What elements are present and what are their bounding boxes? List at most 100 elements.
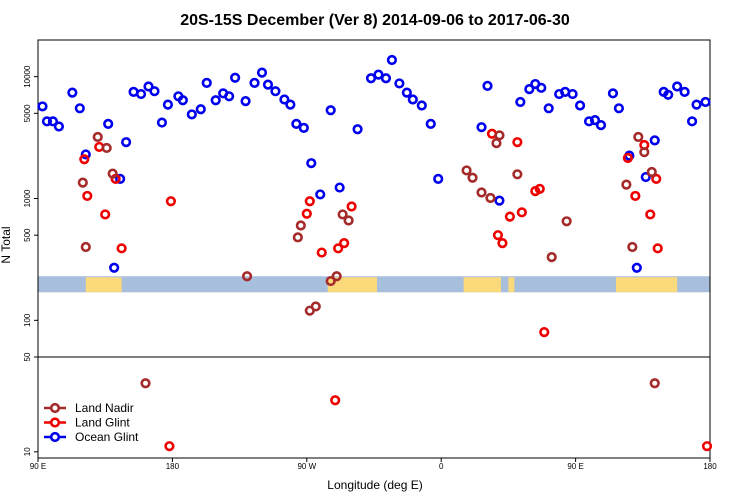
ocean-glint-point	[285, 99, 296, 110]
land-glint-point	[333, 243, 344, 254]
ocean-glint-point	[476, 122, 487, 133]
ocean-glint-point	[156, 117, 168, 128]
ocean-glint-point	[433, 173, 444, 184]
ocean-glint-point	[607, 88, 619, 99]
land-glint-point	[534, 183, 545, 194]
land-glint-point	[622, 152, 633, 164]
ocean-glint-point	[67, 87, 78, 98]
ocean-glint-point	[315, 189, 326, 200]
ocean-glint-point	[279, 94, 290, 105]
land-nadir-point	[561, 216, 572, 227]
land-nadir-point	[343, 215, 354, 226]
y-tick-label: 50	[23, 352, 32, 361]
ocean-glint-point	[177, 95, 188, 106]
y-axis-label: N Total	[0, 226, 13, 263]
land-nadir-point	[491, 137, 502, 149]
land-glint-point	[100, 209, 111, 220]
ocean-glint-point	[536, 82, 547, 93]
data-points	[37, 54, 713, 452]
land-nadir-point	[649, 378, 660, 389]
ocean-glint-point	[515, 96, 526, 108]
ocean-glint-point	[249, 77, 260, 88]
ocean-glint-point	[298, 122, 309, 133]
ocean-glint-point	[306, 158, 317, 169]
land-nadir-point	[485, 192, 496, 204]
land-nadir-point	[77, 177, 88, 188]
ocean-glint-point	[494, 195, 505, 206]
ocean-glint-point	[595, 120, 607, 131]
ocean-glint-point	[373, 69, 384, 80]
land-glint-point	[492, 230, 504, 241]
ocean-glint-point	[425, 118, 436, 129]
land-nadir-point	[627, 241, 638, 253]
land-glint-point	[516, 207, 527, 218]
land-nadir-point	[621, 179, 632, 190]
y-tick-label: 5000	[23, 104, 32, 122]
land-nadir-point	[331, 271, 342, 282]
land-nadir-point	[546, 252, 557, 263]
land-nadir-point	[295, 220, 306, 231]
ocean-glint-point	[574, 100, 586, 111]
land-glint-point	[164, 441, 175, 452]
land-nadir-point	[107, 168, 118, 179]
land-nadir-point	[92, 131, 103, 143]
land-glint-point	[116, 243, 127, 254]
legend-marker-land-glint	[49, 417, 61, 428]
x-tick-label: 0	[439, 462, 444, 471]
ocean-glint-point	[679, 86, 690, 97]
ocean-glint-point	[649, 135, 660, 146]
land-glint-point	[304, 196, 315, 207]
land-glint-point	[301, 208, 312, 219]
ocean-glint-point	[631, 262, 642, 273]
land-glint-point	[652, 243, 663, 254]
ocean-glint-point	[195, 104, 206, 115]
ocean-glint-point	[53, 121, 65, 132]
land-nadir-point	[633, 131, 644, 143]
land-glint-point	[316, 247, 327, 258]
land-nadir-point	[461, 165, 472, 176]
land-glint-point	[630, 190, 641, 202]
land-coverage-segment	[463, 277, 501, 293]
ocean-glint-point	[270, 86, 281, 97]
legend-marker-ocean-glint	[49, 431, 61, 443]
land-glint-point	[330, 395, 341, 406]
ocean-glint-point	[482, 80, 493, 91]
ocean-glint-point	[394, 78, 405, 89]
chart-title: 20S-15S December (Ver 8) 2014-09-06 to 2…	[180, 12, 570, 29]
axes: 50 100 500 1000 5000 10000 10 90 E 180 90 W 0 90 E 1…	[23, 39, 717, 471]
ocean-glint-point	[334, 182, 345, 193]
land-nadir-point	[292, 232, 303, 243]
x-tick-label: 180	[166, 462, 180, 471]
land-coverage-segment	[327, 277, 377, 293]
land-nadir-point	[337, 209, 348, 220]
land-nadir-point	[494, 130, 505, 141]
ocean-glint-point	[135, 88, 147, 100]
ocean-glint-point	[37, 101, 48, 112]
y-tick-label: 10	[23, 447, 32, 456]
ocean-glint-point	[365, 73, 377, 84]
ocean-glint-point	[416, 100, 427, 111]
ocean-glint-point	[256, 67, 268, 78]
ocean-glint-point	[262, 79, 274, 90]
land-nadir-point	[304, 305, 315, 316]
land-nadir-point	[467, 172, 478, 183]
ocean-glint-point	[583, 116, 595, 127]
ocean-glint-point	[686, 116, 698, 127]
ocean-glint-point	[291, 118, 302, 129]
ocean-glint-point	[613, 103, 625, 114]
land-glint-point	[645, 209, 656, 220]
coverage-band	[38, 276, 710, 293]
ocean-glint-point	[700, 96, 711, 108]
ocean-glint-point	[240, 96, 251, 107]
land-glint-point	[701, 441, 713, 452]
land-coverage-segment	[85, 277, 122, 293]
plot-frame	[37, 39, 711, 459]
ocean-glint-point	[162, 99, 174, 110]
ocean-glint-point	[41, 116, 53, 127]
ocean-glint-point	[149, 86, 160, 97]
land-glint-point	[79, 154, 90, 165]
ocean-glint-point	[640, 171, 651, 183]
ocean-glint-point	[401, 87, 412, 98]
legend-label-land-nadir: Land Nadir	[75, 401, 134, 415]
